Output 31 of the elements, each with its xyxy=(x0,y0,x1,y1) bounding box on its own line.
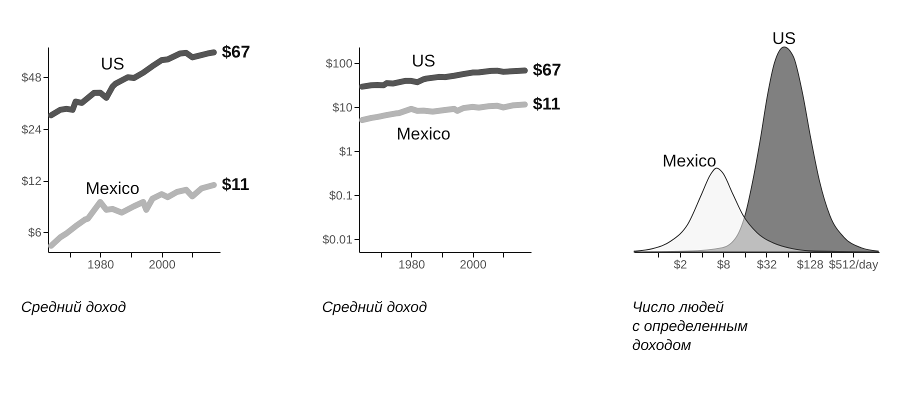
series-label: US xyxy=(772,29,796,48)
text: Число людей с определенным доходом xyxy=(632,299,748,354)
y-tick-label: $6 xyxy=(28,226,42,240)
x-tick-label: $2 xyxy=(674,258,688,272)
y-tick-label: $1 xyxy=(339,144,353,158)
x-tick-label: 2000 xyxy=(148,258,176,272)
x-tick-label: $512/day xyxy=(828,258,878,272)
y-tick-label: $48 xyxy=(21,70,42,85)
y-tick-label: $0.1 xyxy=(329,188,353,202)
data-label: $11 xyxy=(222,175,250,194)
series-label: Mexico xyxy=(86,178,140,198)
y-tick-label: $12 xyxy=(21,174,42,188)
y-tick-label: $0.01 xyxy=(322,232,353,246)
series-label: Mexico xyxy=(396,124,450,144)
x-tick-label: $32 xyxy=(756,258,778,272)
y-tick-label: $24 xyxy=(21,122,42,136)
y-tick-label: $100 xyxy=(326,56,353,70)
series-label: US xyxy=(100,54,124,74)
data-label: $67 xyxy=(532,60,562,80)
text: Средний доход xyxy=(322,299,427,316)
x-tick-label: $128 xyxy=(796,258,824,272)
x-tick-label: 1980 xyxy=(87,258,114,272)
x-tick-label: 2000 xyxy=(460,258,487,272)
data-label: $67 xyxy=(222,42,250,62)
data-label: $11 xyxy=(532,94,560,114)
y-tick-label: $10 xyxy=(332,100,353,114)
text: Средний доход xyxy=(20,299,126,316)
series-label: US xyxy=(412,51,436,70)
x-tick-label: 1980 xyxy=(398,258,426,272)
x-tick-label: $8 xyxy=(716,258,731,272)
series-label: Mexico xyxy=(662,152,716,171)
